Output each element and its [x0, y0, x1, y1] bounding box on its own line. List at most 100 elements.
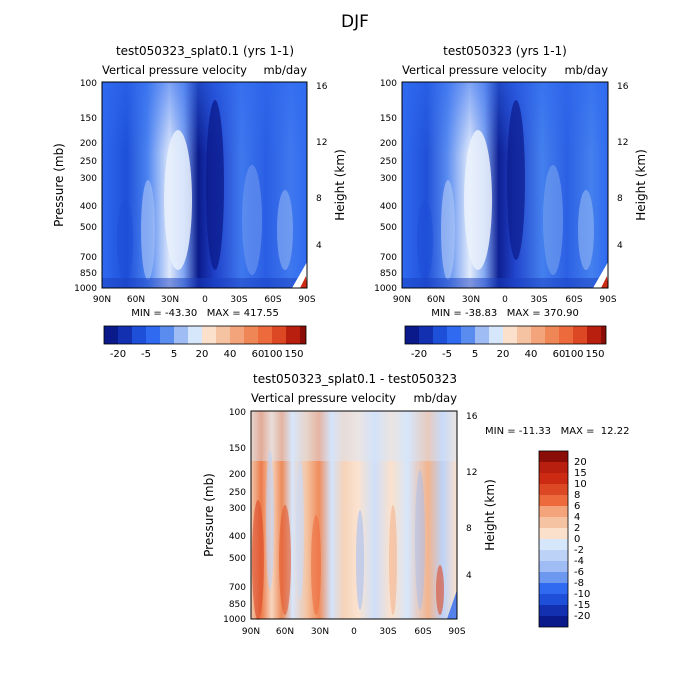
y-tick-label: 250: [80, 157, 97, 167]
panel-2: test050323 (yrs 1-1) Vertical pressure v…: [374, 44, 648, 360]
panel-1-yticks: 100 150 200 250 300 400 500 700 850 1000: [74, 79, 97, 294]
panel-1-units: mb/day: [263, 63, 307, 77]
height-tick-label: 16: [617, 82, 629, 92]
y-tick-label: 1000: [223, 615, 246, 625]
x-tick-label: 60S: [414, 627, 431, 637]
y-tick-label: 400: [380, 202, 397, 212]
x-tick-label: 60N: [427, 295, 445, 305]
x-tick-label: 90S: [599, 295, 616, 305]
panel-3-stats: MIN = -11.33 MAX = 12.22: [485, 426, 629, 437]
colorbar-label: -8: [574, 578, 584, 589]
panel-1-ylabel-right: Height (km): [333, 149, 347, 220]
panel-3-title: test050323_splat0.1 - test050323: [253, 372, 457, 386]
height-tick-label: 8: [316, 194, 322, 204]
y-tick-label: 500: [229, 554, 246, 564]
y-tick-label: 300: [80, 174, 97, 184]
panel-1-ylabel: Pressure (mb): [52, 143, 66, 227]
panel-2-colorbar-labels: -20 -5 5 20 40 60 100 150: [411, 349, 605, 360]
colorbar-label: 40: [525, 349, 538, 360]
panel-2-subtitle: Vertical pressure velocity: [402, 63, 547, 77]
x-tick-label: 90N: [93, 295, 111, 305]
panel-2-ylabel-right: Height (km): [634, 149, 648, 220]
colorbar-label: 20: [497, 349, 510, 360]
x-tick-label: 60S: [565, 295, 582, 305]
y-tick-label: 500: [380, 223, 397, 233]
y-tick-label: 1000: [374, 284, 397, 294]
x-tick-label: 30N: [311, 627, 329, 637]
height-tick-label: 16: [466, 412, 478, 422]
colorbar-label: 15: [574, 468, 587, 479]
x-tick-label: 30S: [379, 627, 396, 637]
panel-1-field: [102, 82, 307, 288]
x-tick-label: 60S: [264, 295, 281, 305]
height-tick-label: 12: [466, 468, 477, 478]
panel-3-subtitle: Vertical pressure velocity: [251, 391, 396, 405]
panel-3-frame: [250, 410, 458, 620]
panel-3-colorbar-labels: 20 15 10 8 6 4 2 0 -2 -4 -6 -8 -10 -15 -…: [574, 457, 590, 622]
height-tick-label: 8: [617, 194, 623, 204]
colorbar-label: -20: [110, 349, 126, 360]
figure-title: DJF: [341, 12, 369, 32]
panel-3-yticks: 100 150 200 250 300 400 500 700 850 1000: [223, 408, 246, 625]
colorbar-label: -20: [574, 611, 590, 622]
y-tick-label: 150: [80, 114, 97, 124]
colorbar-label: 5: [171, 349, 177, 360]
x-tick-label: 30S: [530, 295, 547, 305]
y-tick-label: 300: [380, 174, 397, 184]
colorbar-label: 100: [564, 349, 583, 360]
panel-1: test050323_splat0.1 (yrs 1-1) Vertical p…: [52, 44, 347, 360]
x-tick-label: 90N: [393, 295, 411, 305]
panel-1-yticks-right: 16 12 8 4: [316, 82, 328, 251]
panel-3-field: [251, 411, 457, 620]
colorbar-label: 8: [574, 490, 580, 501]
y-tick-label: 400: [80, 202, 97, 212]
colorbar-label: 20: [574, 457, 587, 468]
panel-1-colorbar-labels: -20 -5 5 20 40 60 100 150: [110, 349, 304, 360]
x-tick-label: 60N: [276, 627, 294, 637]
y-tick-label: 850: [229, 600, 246, 610]
x-tick-label: 0: [502, 295, 508, 305]
panel-2-field: [402, 82, 608, 288]
colorbar-label: 4: [574, 512, 580, 523]
panel-2-colorbar: [404, 325, 607, 345]
height-tick-label: 4: [316, 241, 322, 251]
panel-3-colorbar: [538, 450, 569, 628]
colorbar-label: -20: [411, 349, 427, 360]
x-tick-label: 90N: [242, 627, 260, 637]
panel-2-yticks-right: 16 12 8 4: [617, 82, 629, 251]
x-tick-label: 90S: [298, 295, 315, 305]
panel-3-ylabel: Pressure (mb): [202, 473, 216, 557]
panel-2-frame: [401, 81, 609, 289]
colorbar-label: 0: [574, 534, 580, 545]
height-tick-label: 12: [617, 138, 628, 148]
y-tick-label: 200: [380, 139, 397, 149]
colorbar-label: 20: [196, 349, 209, 360]
y-tick-label: 300: [229, 504, 246, 514]
colorbar-label: 60: [553, 349, 566, 360]
panel-2-units: mb/day: [564, 63, 608, 77]
colorbar-label: -5: [141, 349, 151, 360]
height-tick-label: 4: [466, 571, 472, 581]
colorbar-label: -15: [574, 600, 590, 611]
y-tick-label: 1000: [74, 284, 97, 294]
colorbar-label: -2: [574, 545, 584, 556]
y-tick-label: 250: [380, 157, 397, 167]
y-tick-label: 500: [80, 223, 97, 233]
colorbar-label: 40: [224, 349, 237, 360]
y-tick-label: 150: [380, 114, 397, 124]
panel-2-title: test050323 (yrs 1-1): [443, 44, 567, 58]
colorbar-label: 150: [284, 349, 303, 360]
height-tick-label: 8: [466, 524, 472, 534]
x-tick-label: 0: [202, 295, 208, 305]
y-tick-label: 400: [229, 532, 246, 542]
colorbar-label: 100: [263, 349, 282, 360]
x-tick-label: 60N: [127, 295, 145, 305]
panel-1-frame: [101, 81, 308, 289]
y-tick-label: 700: [380, 253, 397, 263]
y-tick-label: 700: [80, 253, 97, 263]
panel-3-ylabel-right: Height (km): [483, 479, 497, 550]
panel-1-colorbar: [103, 325, 307, 345]
y-tick-label: 700: [229, 583, 246, 593]
panel-3-yticks-right: 16 12 8 4: [466, 412, 478, 581]
